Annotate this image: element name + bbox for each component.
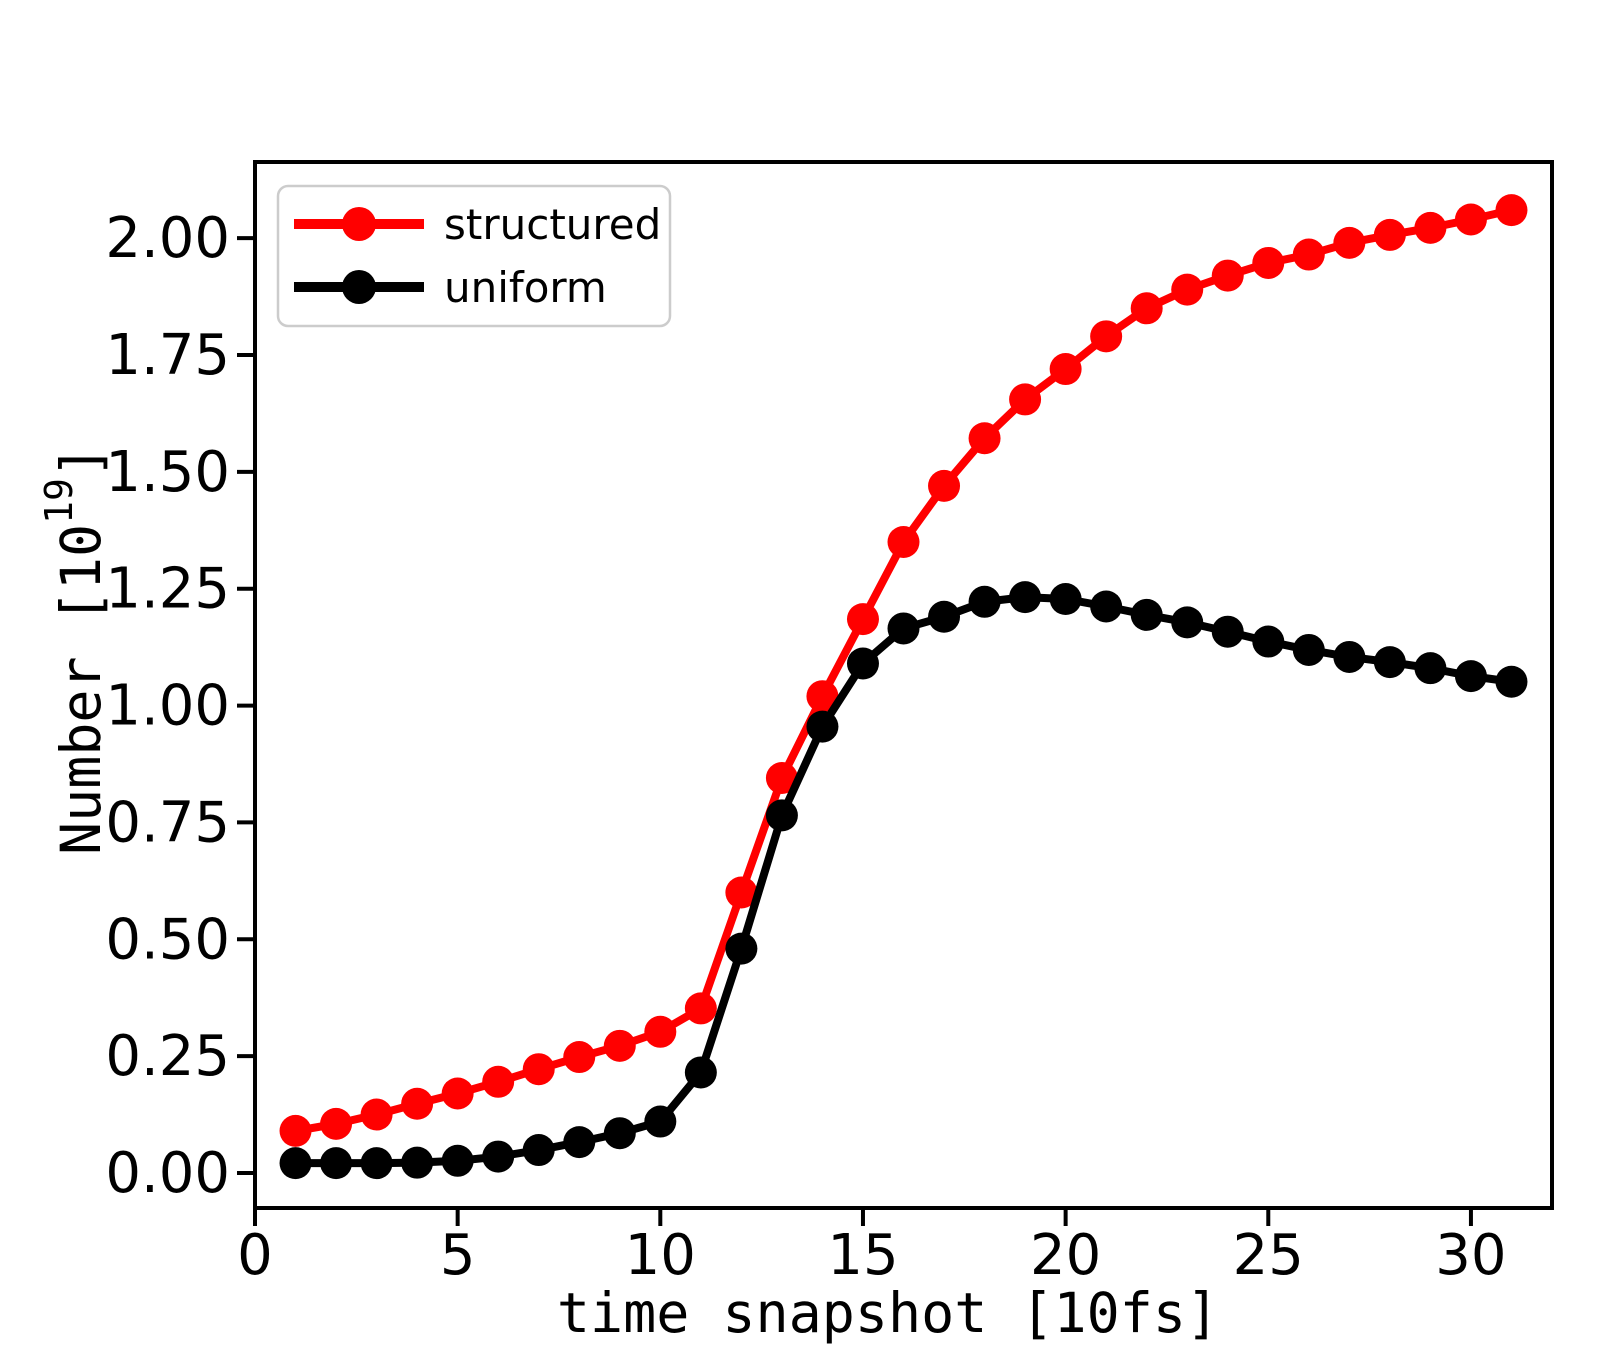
data-point-marker [482, 1065, 515, 1098]
data-point-marker [1414, 652, 1447, 685]
data-point-marker [360, 1147, 393, 1180]
data-point-marker [887, 612, 920, 645]
data-point-marker [279, 1147, 312, 1180]
data-point-marker [1454, 203, 1487, 236]
legend-label: structured [444, 200, 661, 249]
data-point-marker [684, 1056, 717, 1089]
x-tick-label: 30 [1435, 1223, 1506, 1288]
y-axis: 0.00 0.25 0.50 0.75 1.00 1.25 1.50 1.75 2.00 [105, 206, 255, 1206]
plot-frame [253, 160, 1554, 1210]
data-point-marker [806, 680, 839, 713]
data-point-marker [928, 600, 961, 633]
data-point-marker [279, 1114, 312, 1147]
data-point-marker [765, 799, 798, 832]
data-point-marker [928, 469, 961, 502]
data-point-marker [644, 1015, 677, 1048]
legend-marker [342, 207, 376, 241]
data-point-marker [603, 1117, 636, 1150]
data-point-marker [1252, 625, 1285, 658]
y-tick-label: 1.00 [105, 674, 230, 739]
data-point-marker [725, 876, 758, 909]
data-point-marker [1333, 640, 1366, 673]
data-point-marker [1211, 259, 1244, 292]
data-point-marker [1252, 246, 1285, 279]
data-point-marker [1292, 238, 1325, 271]
data-point-marker [1373, 646, 1406, 679]
data-point-marker [765, 762, 798, 795]
y-tick-label: 1.50 [105, 440, 230, 505]
data-point-marker [1171, 273, 1204, 306]
data-point-marker [968, 585, 1001, 618]
x-tick-label: 0 [237, 1223, 273, 1288]
y-tick-label: 2.00 [105, 206, 230, 271]
legend-label: uniform [444, 263, 607, 312]
data-point-marker [401, 1146, 434, 1179]
x-tick-label: 20 [1030, 1223, 1101, 1288]
legend-item: structured [294, 200, 661, 249]
data-point-marker [563, 1041, 596, 1074]
y-tick-label: 0.50 [105, 907, 230, 972]
x-tick-label: 25 [1233, 1223, 1304, 1288]
data-point-marker [441, 1144, 474, 1177]
data-point-marker [1454, 660, 1487, 693]
data-point-marker [725, 932, 758, 965]
data-point-marker [1049, 583, 1082, 616]
y-tick-label: 1.75 [105, 323, 230, 388]
data-point-marker [563, 1126, 596, 1159]
data-point-marker [320, 1147, 353, 1180]
y-axis-label: Number [1019] [37, 445, 113, 855]
data-point-marker [846, 647, 879, 680]
y-tick-label: 0.00 [105, 1141, 230, 1206]
data-point-marker [684, 992, 717, 1025]
data-point-marker [1333, 226, 1366, 259]
data-point-marker [1292, 633, 1325, 666]
data-point-marker [482, 1140, 515, 1173]
data-point-marker [806, 710, 839, 743]
data-point-marker [522, 1053, 555, 1086]
data-point-marker [1130, 292, 1163, 325]
legend-marker [342, 270, 376, 304]
data-point-marker [1171, 606, 1204, 639]
x-tick-label: 15 [827, 1223, 898, 1288]
data-point-marker [1049, 353, 1082, 386]
legend-item: uniform [294, 263, 607, 312]
x-tick-label: 10 [625, 1223, 696, 1288]
data-point-marker [401, 1087, 434, 1120]
data-point-marker [603, 1029, 636, 1062]
data-point-marker [887, 525, 920, 558]
x-tick-label: 5 [440, 1223, 476, 1288]
data-point-marker [441, 1077, 474, 1110]
x-axis-label: time snapshot [10fs] [557, 1281, 1219, 1345]
data-point-marker [522, 1134, 555, 1167]
data-point-marker [644, 1105, 677, 1138]
series-uniform [279, 581, 1528, 1180]
data-point-marker [846, 603, 879, 636]
data-point-marker [320, 1107, 353, 1140]
data-point-marker [1090, 590, 1123, 623]
y-tick-label: 0.75 [105, 790, 230, 855]
y-tick-label: 1.25 [105, 557, 230, 622]
data-point-marker [968, 422, 1001, 455]
data-point-marker [1009, 383, 1042, 416]
data-point-marker [1414, 211, 1447, 244]
series-structured [279, 194, 1528, 1147]
data-point-marker [1009, 581, 1042, 614]
legend: structured uniform [276, 184, 672, 328]
x-axis: 0 5 10 15 20 25 30 [237, 1208, 1507, 1288]
data-point-marker [1495, 194, 1528, 227]
data-point-marker [1211, 615, 1244, 648]
data-point-marker [1130, 598, 1163, 631]
data-point-marker [1373, 218, 1406, 251]
data-point-marker [1090, 320, 1123, 353]
data-point-marker [360, 1098, 393, 1131]
y-tick-label: 0.25 [105, 1024, 230, 1089]
data-point-marker [1495, 665, 1528, 698]
